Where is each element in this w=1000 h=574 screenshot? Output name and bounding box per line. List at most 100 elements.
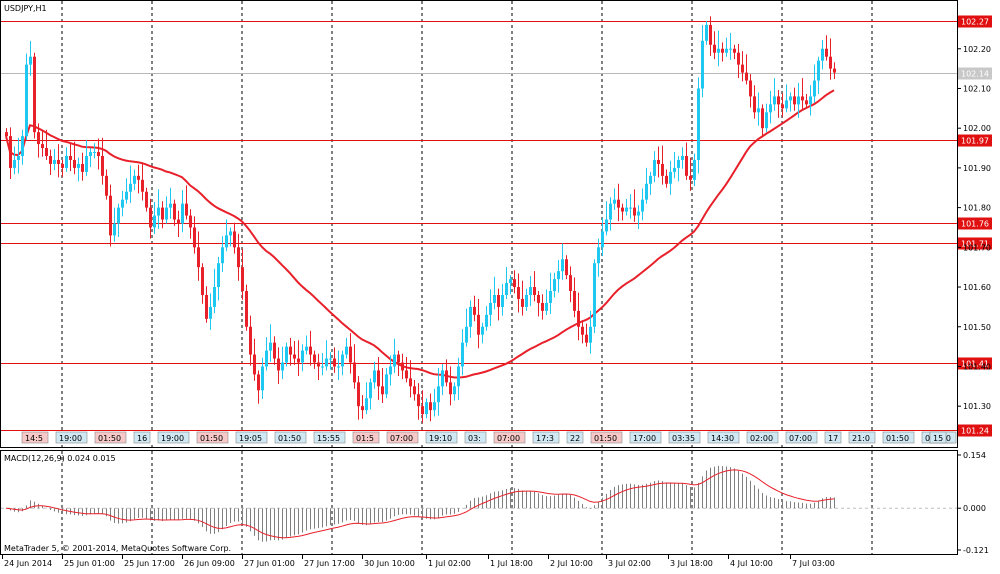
candle-body [333, 358, 336, 367]
candle-body [25, 64, 28, 137]
candle-body [93, 152, 96, 154]
event-label: 01:50 [278, 434, 301, 443]
event-label: 17 [828, 434, 838, 443]
candle-body [729, 48, 732, 50]
candle-body [81, 163, 84, 172]
candle-body [217, 263, 220, 288]
candle-body [629, 207, 632, 209]
candle-body [233, 231, 236, 248]
price-tick-label: 102.20 [963, 45, 991, 54]
candle-body [193, 227, 196, 248]
candle-body [453, 386, 456, 395]
event-label: 16 [137, 434, 147, 443]
hline-price-label: 101.41 [961, 360, 989, 369]
event-label: 07:00 [497, 434, 520, 443]
candle-body [161, 207, 164, 220]
event-marker [196, 431, 229, 444]
candle-body [413, 386, 416, 395]
candle-body [761, 108, 764, 129]
candle-body [381, 386, 384, 395]
candle-body [245, 291, 248, 327]
event-label: 02:00 [750, 434, 773, 443]
candle-body [433, 402, 436, 411]
candle-body [329, 358, 332, 360]
event-label: 15 [933, 434, 943, 443]
candle-body [281, 362, 284, 371]
candle-body [617, 199, 620, 208]
candle-body [65, 155, 68, 168]
candle-body [321, 366, 324, 368]
candle-body [661, 163, 664, 176]
candle-body [337, 366, 340, 368]
candle-body [753, 96, 756, 113]
candle-body [385, 374, 388, 395]
candle-body [649, 175, 652, 184]
candle-body [293, 354, 296, 359]
candle-body [613, 199, 616, 204]
candle-body [801, 96, 804, 101]
event-marker [848, 431, 876, 444]
price-tick-label: 101.30 [963, 402, 991, 411]
hline-price-label: 101.76 [961, 220, 989, 229]
candle-body [401, 362, 404, 371]
candle-body [9, 136, 12, 168]
candle-body [717, 48, 720, 53]
hline-price-tag [958, 424, 992, 437]
candle-body [213, 287, 216, 307]
candle-body [669, 171, 672, 184]
price-tick-label: 101.50 [963, 323, 991, 332]
candle-body [417, 394, 420, 407]
event-marker [707, 431, 740, 444]
hline-price-tag [958, 357, 992, 370]
hline-price-label: 102.27 [961, 18, 989, 27]
candle-body [485, 314, 488, 327]
candle-body [305, 346, 308, 351]
macd-tick-label: 0.154 [963, 451, 986, 460]
event-marker [133, 431, 151, 444]
candle-body [781, 104, 784, 109]
candle-body [509, 279, 512, 284]
event-marker [746, 431, 779, 444]
candle-body [645, 183, 648, 200]
candle-body [581, 326, 584, 335]
candle-body [53, 159, 56, 164]
candle-body [489, 302, 492, 315]
macd-tick-label: -0.121 [963, 546, 989, 555]
event-label: 07:00 [390, 434, 413, 443]
candle-body [133, 175, 136, 184]
hline-price-tag [958, 217, 992, 230]
horizontal-lines[interactable]: 102.27102.14101.97101.76101.71101.41101.… [1, 15, 992, 437]
candle-body [829, 56, 832, 69]
candle-body [145, 191, 148, 208]
candle-body [441, 370, 444, 387]
candle-body [821, 48, 824, 61]
candle-body [393, 354, 396, 367]
candle-body [169, 203, 172, 208]
candle-body [677, 159, 680, 168]
event-marker [157, 431, 190, 444]
event-label: 19:05 [239, 434, 262, 443]
candle-body [69, 155, 72, 160]
price-tick-label: 101.80 [963, 204, 991, 213]
time-tick-label: 1 Jul 02:00 [428, 559, 471, 568]
candle-body [725, 48, 728, 53]
event-label: 19:00 [161, 434, 184, 443]
candle-body [277, 358, 280, 371]
candle-body [685, 155, 688, 176]
candle-body [313, 354, 316, 363]
candle-body [545, 302, 548, 311]
candle-body [833, 68, 836, 73]
event-marker [21, 431, 49, 444]
candle-body [593, 263, 596, 327]
event-markers[interactable]: 14:5 19:00 01:50 16 19:00 01:50 19:05 01:50 15:5… [1, 431, 957, 445]
candle-body [697, 88, 700, 160]
candle-body [317, 362, 320, 367]
time-tick-label: 27 Jun 17:00 [304, 559, 355, 568]
hline-price-tag [958, 134, 992, 147]
event-label: 19:10 [429, 434, 452, 443]
candle-body [605, 219, 608, 232]
event-label: 19:00 [59, 434, 82, 443]
candle-body [757, 108, 760, 113]
